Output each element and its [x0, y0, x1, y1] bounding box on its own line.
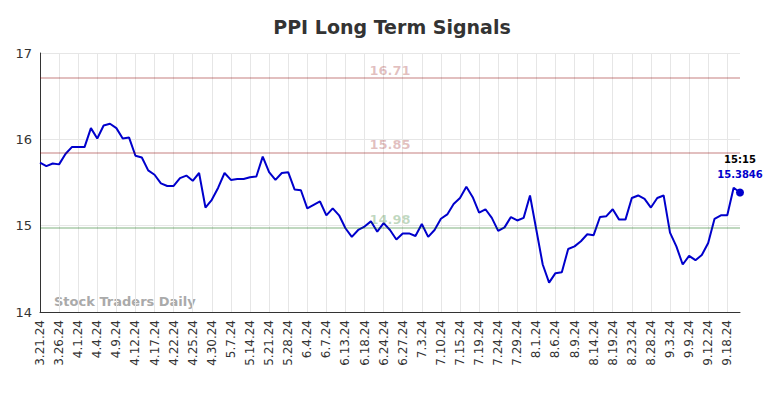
svg-text:9.12.24: 9.12.24: [701, 320, 715, 366]
svg-text:9.3.24: 9.3.24: [663, 320, 677, 358]
svg-text:15.85: 15.85: [369, 137, 410, 152]
svg-text:7.29.24: 7.29.24: [510, 320, 524, 366]
svg-text:7.24.24: 7.24.24: [491, 320, 505, 366]
svg-text:16: 16: [15, 132, 32, 147]
svg-text:3.26.24: 3.26.24: [52, 320, 66, 366]
svg-text:7.15.24: 7.15.24: [453, 320, 467, 366]
svg-text:8.9.24: 8.9.24: [568, 320, 582, 358]
svg-text:Stock Traders Daily: Stock Traders Daily: [54, 294, 196, 309]
svg-text:8.19.24: 8.19.24: [606, 320, 620, 366]
svg-text:7.3.24: 7.3.24: [415, 320, 429, 358]
svg-text:8.23.24: 8.23.24: [625, 320, 639, 366]
svg-text:9.18.24: 9.18.24: [720, 320, 734, 366]
svg-text:3.21.24: 3.21.24: [33, 320, 47, 366]
svg-text:16.71: 16.71: [369, 63, 410, 78]
svg-text:8.28.24: 8.28.24: [644, 320, 658, 366]
svg-text:8.14.24: 8.14.24: [587, 320, 601, 366]
svg-text:6.27.24: 6.27.24: [396, 320, 410, 366]
svg-text:15.3846: 15.3846: [717, 169, 763, 180]
svg-text:5.21.24: 5.21.24: [262, 320, 276, 366]
svg-text:4.4.24: 4.4.24: [90, 320, 104, 358]
svg-text:8.1.24: 8.1.24: [529, 320, 543, 358]
svg-text:17: 17: [15, 46, 32, 61]
svg-text:14: 14: [15, 305, 32, 320]
svg-text:4.12.24: 4.12.24: [128, 320, 142, 366]
svg-text:4.25.24: 4.25.24: [186, 320, 200, 366]
svg-text:6.4.24: 6.4.24: [300, 320, 314, 358]
svg-text:4.1.24: 4.1.24: [71, 320, 85, 358]
svg-text:15:15: 15:15: [724, 154, 756, 165]
svg-text:6.24.24: 6.24.24: [377, 320, 391, 366]
svg-text:7.10.24: 7.10.24: [434, 320, 448, 366]
svg-text:8.6.24: 8.6.24: [548, 320, 562, 358]
svg-text:6.7.24: 6.7.24: [319, 320, 333, 358]
svg-text:7.19.24: 7.19.24: [472, 320, 486, 366]
svg-text:4.9.24: 4.9.24: [109, 320, 123, 358]
svg-text:9.9.24: 9.9.24: [682, 320, 696, 358]
svg-text:4.22.24: 4.22.24: [167, 320, 181, 366]
svg-text:PPI Long Term Signals: PPI Long Term Signals: [273, 16, 511, 38]
svg-text:14.98: 14.98: [369, 212, 410, 227]
svg-text:15: 15: [15, 218, 32, 233]
svg-text:6.18.24: 6.18.24: [358, 320, 372, 366]
svg-text:5.28.24: 5.28.24: [281, 320, 295, 366]
svg-text:6.13.24: 6.13.24: [338, 320, 352, 366]
svg-text:5.14.24: 5.14.24: [243, 320, 257, 366]
svg-text:5.7.24: 5.7.24: [224, 320, 238, 358]
svg-text:4.30.24: 4.30.24: [205, 320, 219, 366]
svg-text:4.17.24: 4.17.24: [148, 320, 162, 366]
